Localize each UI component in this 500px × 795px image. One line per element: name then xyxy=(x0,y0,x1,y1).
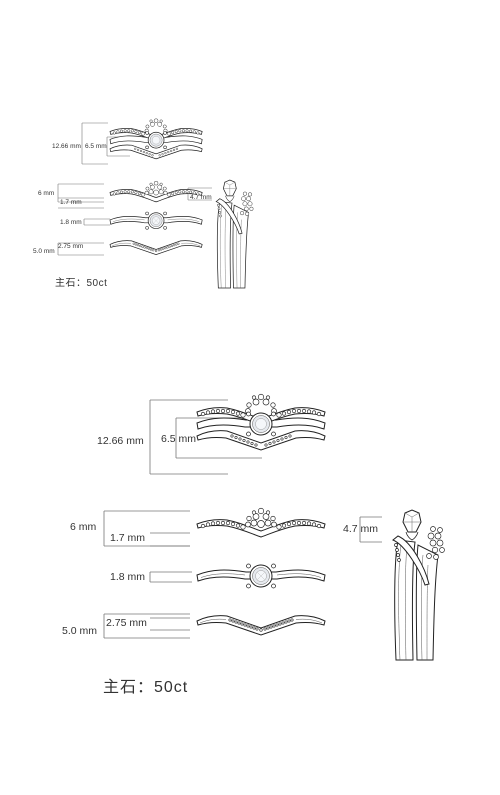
small-solitaire-label: 1.8 mm xyxy=(60,219,82,226)
small-chevron-height-label: 5.0 mm xyxy=(33,248,55,255)
large-side-height-label: 4.7 mm xyxy=(343,523,379,535)
small-chevron-thickness-label: 2.75 mm xyxy=(58,243,84,250)
small-stack-height-label: 12.66 mm xyxy=(52,143,81,150)
large-chevron-height-label: 5.0 mm xyxy=(62,625,98,637)
small-stack-stone-label: 6.5 mm xyxy=(85,143,107,150)
large-main-stone-label: 主石：50ct xyxy=(103,679,189,696)
large-side-view xyxy=(392,509,445,661)
large-drawing-set: 12.66 mm 6.5 mm 6 mm 1.7 mm 1.8 mm 5.0 m… xyxy=(0,360,500,795)
small-main-stone-label: 主石：50ct xyxy=(55,278,108,289)
small-rings xyxy=(109,118,254,289)
large-stack-stone-label: 6.5 mm xyxy=(161,433,197,445)
large-rings xyxy=(196,393,445,661)
large-solitaire-label: 1.8 mm xyxy=(110,571,146,583)
small-drawing-set: 12.66 mm 6.5 mm 6 mm 1.7 mm 1.8 mm 5.0 m… xyxy=(0,0,500,300)
large-crown-height-label: 6 mm xyxy=(70,521,97,533)
small-crown-thickness-label: 1.7 mm xyxy=(60,199,82,206)
large-stack-height-label: 12.66 mm xyxy=(97,435,144,447)
large-stack-ring xyxy=(196,393,326,451)
large-chevron-thickness-label: 2.75 mm xyxy=(106,617,147,629)
small-dimension-lines xyxy=(57,122,212,256)
small-crown-height-label: 6 mm xyxy=(38,190,55,197)
large-solitaire-band xyxy=(196,563,326,589)
large-crown-thickness-label: 1.7 mm xyxy=(110,532,146,544)
large-crown-band xyxy=(196,507,326,538)
large-chevron-band xyxy=(196,615,326,636)
small-side-height-label: 4.7 mm xyxy=(190,194,212,201)
